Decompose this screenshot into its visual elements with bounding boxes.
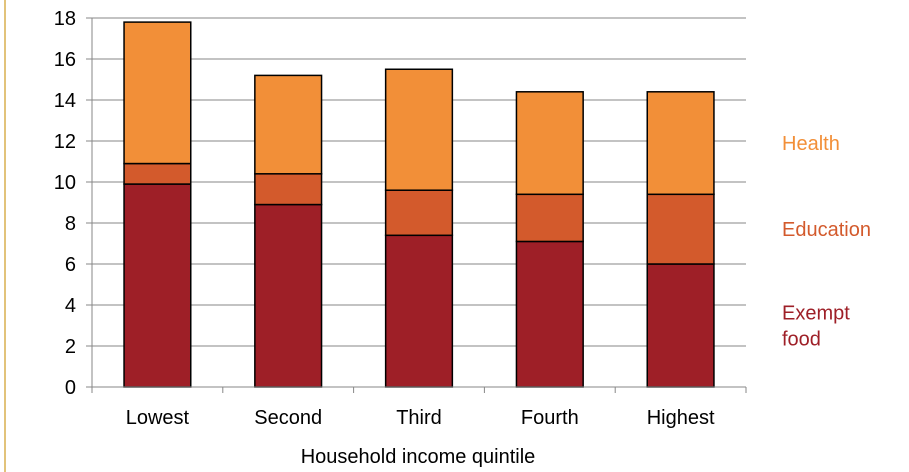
y-tick-label: 12 — [54, 131, 76, 153]
y-tick-label: 8 — [65, 213, 76, 235]
y-tick-label: 14 — [54, 90, 76, 112]
x-tick-label: Fourth — [521, 407, 579, 429]
bar-segment — [123, 162, 192, 185]
bar-segment — [646, 193, 715, 265]
bar-segment — [646, 91, 715, 196]
y-tick-label: 4 — [65, 295, 76, 317]
bar-segment — [515, 91, 584, 196]
bar-segment — [646, 263, 715, 388]
y-tick-label: 6 — [65, 254, 76, 276]
y-tick-label: 10 — [54, 172, 76, 194]
bar-segment — [254, 203, 323, 388]
x-axis-title: Household income quintile — [301, 446, 536, 468]
x-tick-labels: Lowest Second Third Fourth Highest — [126, 407, 715, 429]
bar-segment — [123, 21, 192, 165]
bar-segment — [123, 183, 192, 388]
x-tick-label: Second — [254, 407, 322, 429]
bar-segment — [254, 74, 323, 175]
legend-label: Health — [782, 133, 840, 155]
y-tick-labels: 0 2 4 6 8 10 12 14 16 18 — [54, 8, 76, 399]
bar-segment — [515, 193, 584, 243]
legend-label: Education — [782, 219, 871, 241]
bars — [123, 21, 715, 388]
y-tick-label: 0 — [65, 377, 76, 399]
bar-segment — [384, 68, 454, 191]
axes — [86, 17, 747, 393]
bar-segment — [515, 240, 584, 388]
y-tick-label: 2 — [65, 336, 76, 358]
y-tick-label: 16 — [54, 49, 76, 71]
bar-segment — [384, 189, 454, 237]
x-tick-label: Highest — [647, 407, 715, 429]
legend: Exempt food Education Health — [782, 133, 871, 350]
legend-label: Exempt food — [782, 303, 850, 351]
x-tick-label: Lowest — [126, 407, 190, 429]
x-tick-label: Third — [396, 407, 442, 429]
bar-segment — [254, 173, 323, 206]
y-tick-label: 18 — [54, 8, 76, 30]
bar-segment — [384, 234, 454, 388]
